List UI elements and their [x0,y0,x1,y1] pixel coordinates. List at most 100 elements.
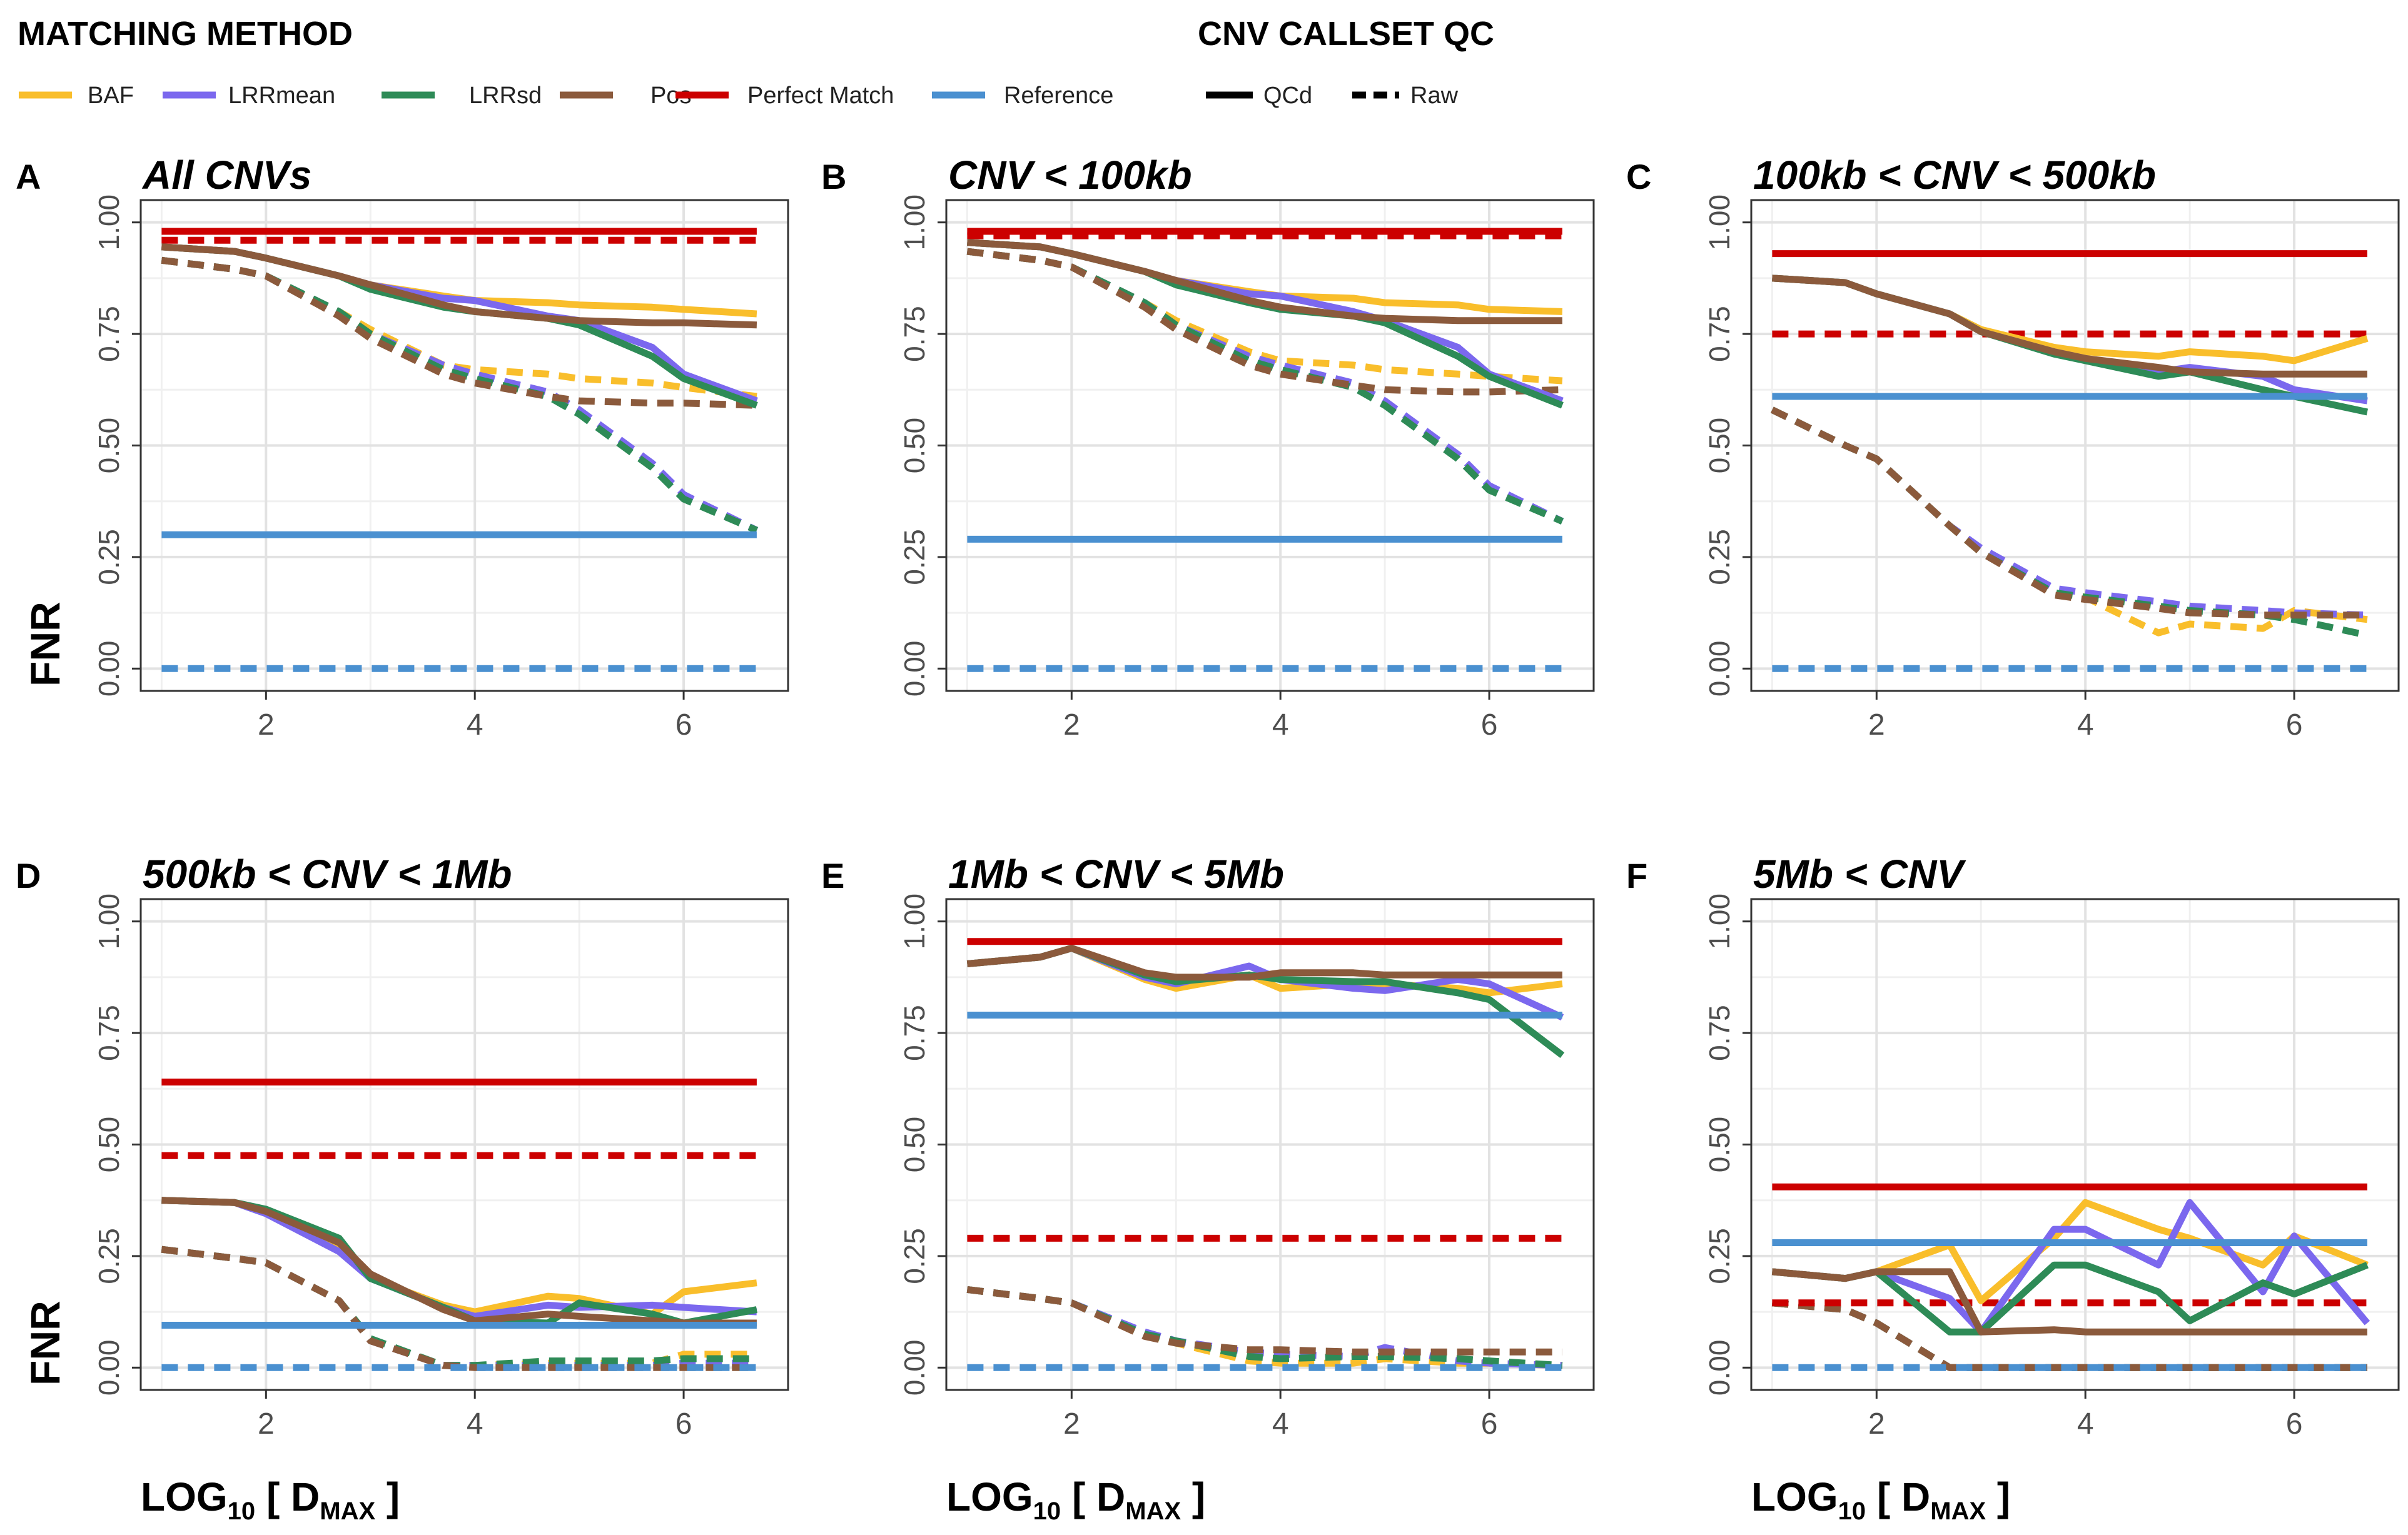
legend: MATCHING METHOD CNV CALLSET QC BAF LRRmea… [18,15,1494,109]
series-pos-qcd [967,239,1562,325]
gridlines [141,899,788,1390]
x-axis-title-xlabel-main: LOG [1751,1474,1838,1519]
panel-e: E 1Mb < CNV < 5Mb 2 4 6 0.00 0.25 0.50 0.75 1.00 L… [821,852,1595,1525]
x-tick-label: 2 [1063,1407,1080,1441]
x-axis-title-xlabel-sub: 10 [1838,1497,1866,1525]
panel-c: C 100kb < CNV < 500kb 2 4 6 0.00 0.25 0.50 0.75 1… [1626,153,2400,742]
x-tick-label: 4 [1272,1407,1289,1441]
x-axis-title-xlabel-sub: 10 [1033,1497,1061,1525]
panel-f: F 5Mb < CNV 2 4 6 0.00 0.25 0.50 0.75 1.00 LOG10 [… [1626,852,2400,1525]
x-tick-label: 4 [2077,708,2094,742]
x-axis-title-xlabel-main: LOG [141,1474,228,1519]
x-tick-label: 2 [258,708,275,742]
y-tick-label: 1.00 [898,194,931,251]
y-tick-label: 0.25 [1703,529,1736,585]
x-tick-label: 2 [258,1407,275,1441]
x-tick-label: 6 [1481,1407,1498,1441]
y-tick-label: 0.50 [898,418,931,474]
series-lrrsd-raw [966,1286,1563,1369]
panel-title: 5Mb < CNV [1753,852,1966,897]
y-tick-label: 0.75 [898,1005,931,1061]
series-pos-raw [966,248,1563,396]
series-group [1771,1183,2370,1371]
x-axis-title: LOG10 [ DMAX ] [1751,1474,2010,1525]
panels: A All CNVs 2 4 6 0.00 0.25 0.50 0.75 1.00 FNR B CNV … [16,153,2400,1525]
legend-label-lrrmean: LRRmean [228,83,335,109]
legend-label-qcd: QCd [1263,83,1312,109]
series-pos-raw [161,256,757,409]
legend-label-perfect-match: Perfect Match [747,83,894,109]
y-tick-label: 0.00 [93,1340,125,1396]
series-lrrsd-raw [161,256,759,534]
series-pos-qcd [161,1197,757,1327]
series-group [966,228,1564,672]
y-tick-label: 0.00 [898,641,931,697]
y-tick-label: 1.00 [1703,194,1736,251]
y-tick-label: 0.50 [1703,1117,1736,1173]
x-axis-title-xlabel-max: MAX [1125,1497,1181,1525]
y-tick-label: 0.00 [1703,641,1736,697]
x-tick-label: 4 [467,1407,483,1441]
series-group [1770,250,2369,672]
panel-letter: C [1626,157,1651,196]
series-pos-raw [966,1286,1562,1356]
series-baf-raw [966,248,1563,385]
legend-label-reference: Reference [1004,83,1113,109]
x-axis-title-xlabel-close: ] [375,1474,400,1519]
series-lrrmean-raw [161,256,759,534]
y-tick-label: 0.00 [898,1340,931,1396]
series-pos-raw [1771,1299,2367,1371]
x-tick-label: 6 [1481,708,1498,742]
y-tick-label: 0.50 [1703,418,1736,474]
y-tick-label: 0.75 [93,1005,125,1061]
y-tick-label: 0.25 [898,529,931,585]
legend-qc-title: CNV CALLSET QC [1198,15,1494,53]
panel-d: D 500kb < CNV < 1Mb 2 4 6 0.00 0.25 0.50 0.75 1.0… [16,852,789,1525]
y-tick-label: 1.00 [93,893,125,950]
y-tick-label: 0.50 [898,1117,931,1173]
x-tick-label: 6 [2286,1407,2303,1441]
panel-title: All CNVs [141,153,311,198]
panel-b: B CNV < 100kb 2 4 6 0.00 0.25 0.50 0.75 1.00 [821,153,1595,742]
panel-letter: B [821,157,846,196]
series-lrrsd-raw [966,248,1564,525]
panel-letter: D [16,856,41,895]
legend-method-title: MATCHING METHOD [18,15,353,53]
series-pos-qcd [966,945,1562,981]
panel-letter: F [1626,856,1647,895]
y-tick-label: 0.75 [1703,1005,1736,1061]
y-tick-label: 1.00 [93,194,125,251]
y-tick-label: 0.50 [93,1117,125,1173]
x-tick-label: 6 [675,708,692,742]
panel-letter: E [821,856,844,895]
y-tick-label: 0.50 [93,418,125,474]
x-axis-title-xlabel-max: MAX [1930,1497,1986,1525]
y-tick-label: 0.75 [898,306,931,362]
x-axis-title-xlabel-open: [ D [1866,1474,1930,1519]
legend-label-raw: Raw [1410,83,1459,109]
panel-title: CNV < 100kb [948,153,1192,198]
series-group [161,228,759,672]
y-tick-label: 0.75 [1703,306,1736,362]
y-tick-label: 0.25 [1703,1228,1736,1284]
legend-label-lrrsd: LRRsd [469,83,542,109]
x-axis-title-xlabel-open: [ D [255,1474,320,1519]
y-tick-label: 1.00 [898,893,931,950]
series-pos-qcd [161,243,757,329]
x-axis-title: LOG10 [ DMAX ] [141,1474,400,1525]
series-pos-qcd [1772,274,2367,378]
x-tick-label: 2 [1868,708,1885,742]
x-tick-label: 2 [1063,708,1080,742]
y-axis-title: FNR [22,601,68,687]
panel-a: A All CNVs 2 4 6 0.00 0.25 0.50 0.75 1.00 FNR [16,153,789,742]
x-tick-label: 4 [1272,708,1289,742]
y-tick-label: 0.25 [93,1228,125,1284]
panel-title: 500kb < CNV < 1Mb [143,852,512,897]
series-group [161,1079,757,1371]
panel-title: 1Mb < CNV < 5Mb [948,852,1284,897]
series-pos-raw [1770,406,2367,619]
x-axis-title: LOG10 [ DMAX ] [946,1474,1205,1525]
x-tick-label: 4 [467,708,483,742]
